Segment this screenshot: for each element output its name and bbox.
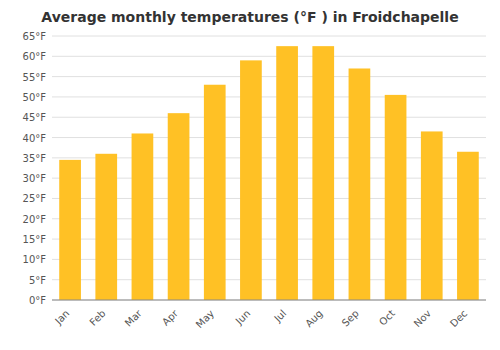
x-tick-label: Nov	[412, 308, 434, 330]
grid-line	[52, 36, 486, 37]
bar	[421, 131, 443, 300]
y-tick-label: 25°F	[23, 193, 47, 204]
x-tick-label: Sep	[340, 308, 361, 329]
y-tick-label: 40°F	[23, 133, 47, 144]
y-tick-label: 45°F	[23, 112, 47, 123]
y-tick-label: 5°F	[29, 275, 46, 286]
bar	[349, 68, 371, 300]
y-tick-label: 15°F	[23, 234, 47, 245]
bar	[59, 160, 81, 300]
x-tick-label: May	[194, 308, 216, 330]
x-tick-label: Jul	[271, 308, 288, 325]
grid-line	[52, 300, 486, 301]
bar	[132, 133, 154, 300]
bar	[95, 154, 117, 300]
x-tick-label: Mar	[123, 307, 145, 329]
chart-container: Average monthly temperatures (°F ) in Fr…	[0, 0, 500, 350]
chart-title: Average monthly temperatures (°F ) in Fr…	[41, 9, 458, 25]
bar	[385, 95, 407, 300]
x-tick-label: Oct	[377, 308, 397, 328]
grid-line	[52, 76, 486, 77]
bar	[204, 85, 226, 300]
grid-line	[52, 117, 486, 118]
x-tick-label: Feb	[87, 308, 107, 328]
x-tick-label: Apr	[160, 307, 181, 328]
y-tick-label: 30°F	[23, 173, 47, 184]
bar	[240, 60, 262, 300]
y-tick-label: 55°F	[23, 72, 47, 83]
bar	[457, 152, 479, 300]
grid-line	[52, 96, 486, 97]
y-tick-label: 20°F	[23, 214, 47, 225]
bar	[276, 46, 298, 300]
y-tick-label: 35°F	[23, 153, 47, 164]
bar	[168, 113, 190, 300]
y-tick-label: 0°F	[29, 295, 46, 306]
y-tick-label: 60°F	[23, 51, 47, 62]
x-axis-line	[52, 300, 486, 301]
x-tick-label: Jan	[52, 308, 71, 327]
grid-line	[52, 56, 486, 57]
x-tick-label: Aug	[303, 308, 325, 330]
grid	[52, 36, 486, 300]
x-tick-label: Jun	[233, 308, 253, 328]
y-tick-label: 10°F	[23, 254, 47, 265]
y-tick-label: 50°F	[23, 92, 47, 103]
bars	[59, 46, 479, 300]
bar	[312, 46, 334, 300]
x-tick-label: Dec	[448, 308, 469, 329]
chart: Average monthly temperatures (°F ) in Fr…	[0, 0, 500, 350]
y-tick-label: 65°F	[23, 31, 47, 42]
